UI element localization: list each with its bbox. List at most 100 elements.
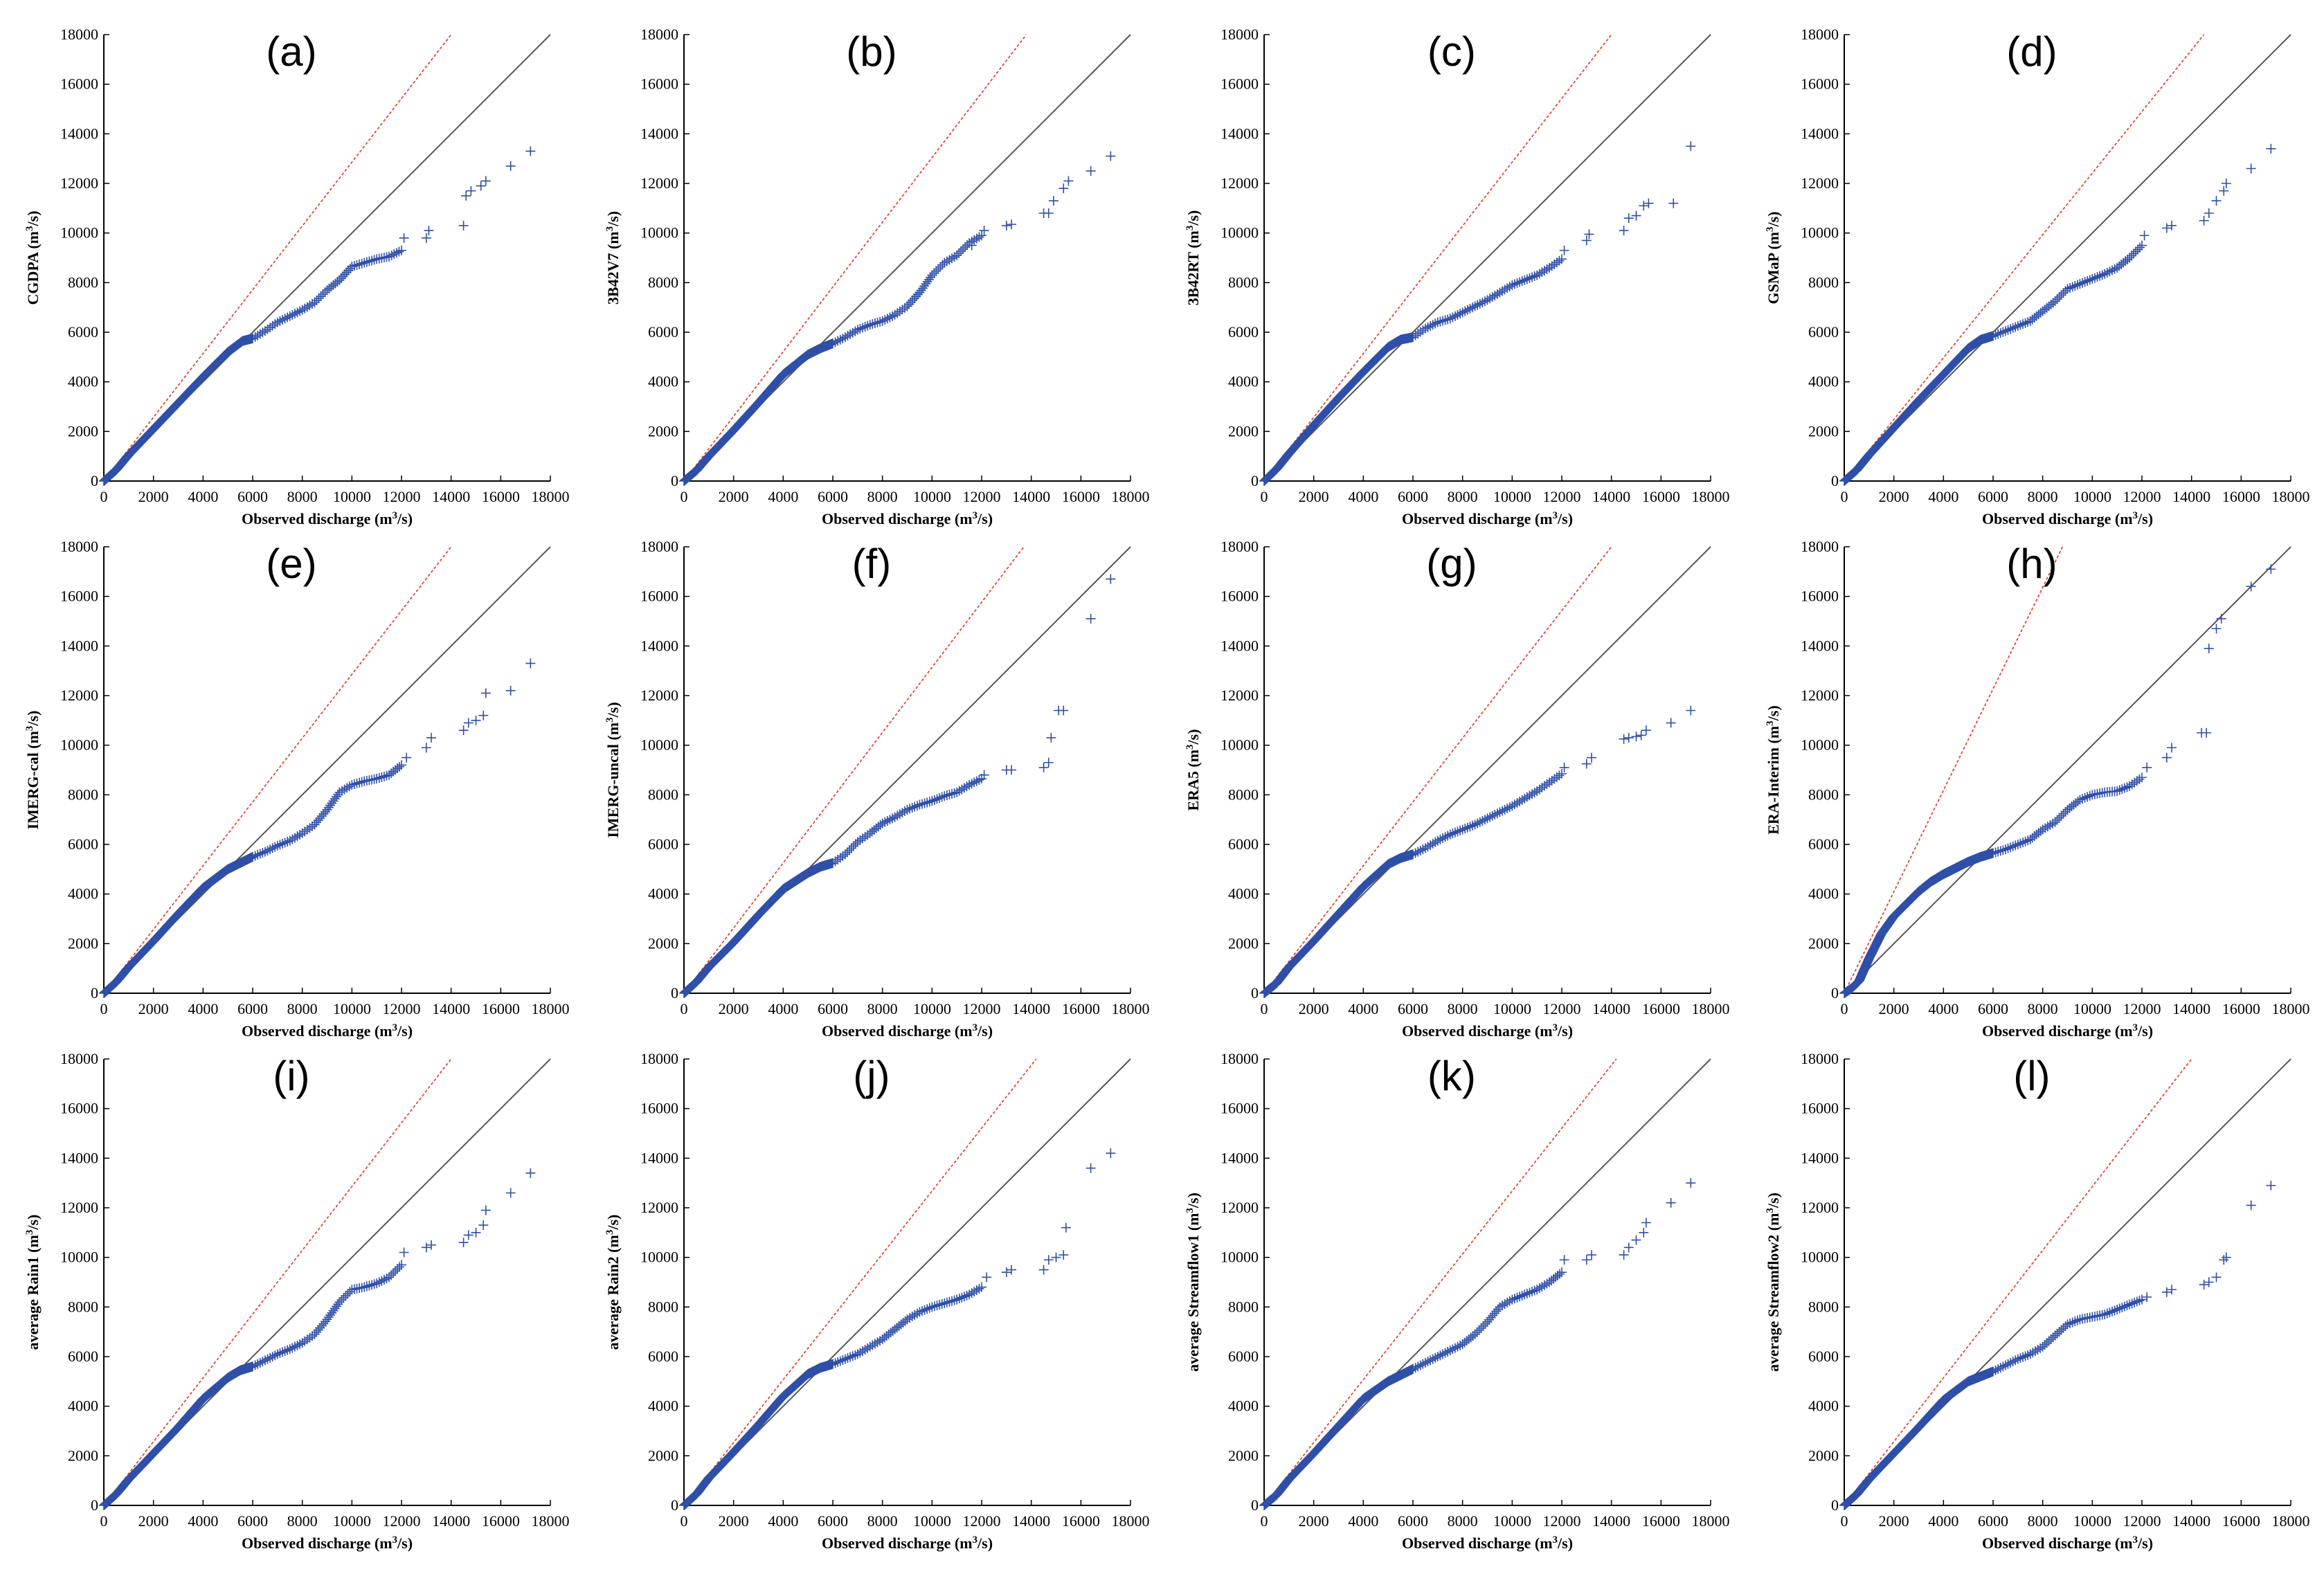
- data-point: [870, 318, 880, 329]
- data-point: [947, 253, 957, 264]
- x-tick-label: 6000: [1978, 1512, 2008, 1530]
- data-point: [960, 242, 971, 252]
- y-tick-label: 4000: [648, 373, 678, 390]
- x-tick-label: 2000: [1879, 1512, 1909, 1530]
- data-point: [944, 255, 955, 265]
- data-point: [966, 240, 977, 251]
- data-point: [394, 246, 404, 257]
- data-point: [885, 312, 895, 323]
- data-point: [262, 324, 273, 334]
- data-point: [872, 318, 883, 328]
- y-tick-label: 0: [1831, 1496, 1839, 1514]
- x-tick-label: 8000: [2028, 1512, 2058, 1530]
- y-tick-label: 4000: [68, 373, 98, 390]
- data-point: [890, 309, 900, 320]
- y-tick-label: 10000: [640, 224, 678, 242]
- identity-line: [1263, 34, 1711, 482]
- data-point: [292, 307, 303, 318]
- y-tick-label: 14000: [1220, 125, 1259, 142]
- panel-title: (l): [2013, 1053, 2050, 1099]
- x-tick-label: 18000: [1112, 488, 1150, 505]
- data-point: [2221, 1252, 2231, 1262]
- data-point: [833, 336, 843, 346]
- data-point: [860, 322, 870, 332]
- data-point: [364, 256, 375, 266]
- data-point: [1106, 151, 1116, 161]
- data-point: [1059, 183, 1069, 194]
- data-point: [897, 305, 908, 315]
- y-tick-label: 4000: [1808, 1397, 1839, 1415]
- data-point: [875, 316, 885, 327]
- data-point: [830, 337, 840, 347]
- x-tick-label: 6000: [1398, 488, 1428, 505]
- data-point: [935, 262, 946, 272]
- y-axis-label: CGDPA (m3/s): [24, 210, 42, 305]
- x-tick-label: 16000: [1642, 488, 1680, 505]
- data-point: [347, 262, 357, 272]
- data-point: [952, 250, 962, 260]
- x-tick-label: 4000: [768, 488, 798, 505]
- data-point: [2167, 1285, 2177, 1295]
- y-tick-label: 14000: [60, 125, 98, 142]
- x-tick-label: 8000: [287, 488, 318, 505]
- data-point: [525, 146, 536, 156]
- data-point: [300, 303, 310, 314]
- x-tick-label: 2000: [719, 488, 749, 505]
- x-tick-label: 0: [1261, 488, 1268, 505]
- data-point: [295, 306, 305, 316]
- data-point: [357, 258, 367, 269]
- data-point: [835, 334, 845, 345]
- data-point: [855, 323, 865, 334]
- y-tick-label: 12000: [1801, 1199, 1839, 1216]
- data-point: [250, 332, 260, 342]
- reference-line-red: [1263, 34, 1612, 482]
- x-tick-label: 16000: [482, 488, 520, 505]
- x-tick-label: 10000: [1493, 488, 1531, 505]
- data-point: [880, 315, 890, 325]
- data-point: [421, 233, 431, 243]
- data-point: [838, 333, 848, 343]
- y-tick-label: 0: [91, 472, 98, 489]
- data-point: [275, 316, 285, 326]
- data-point: [888, 311, 897, 321]
- data-point: [969, 235, 980, 245]
- y-tick-label: 8000: [1228, 273, 1259, 291]
- data-point: [971, 233, 982, 244]
- data-point: [302, 302, 312, 312]
- data-point: [1086, 166, 1096, 176]
- data-point: [865, 320, 875, 330]
- data-point: [367, 255, 377, 266]
- x-tick-label: 8000: [867, 488, 898, 505]
- data-point: [359, 257, 370, 268]
- x-tick-label: 12000: [383, 488, 421, 505]
- y-tick-label: 16000: [1801, 1100, 1839, 1117]
- y-tick-label: 10000: [60, 224, 98, 242]
- data-point: [974, 232, 984, 242]
- data-point: [1001, 220, 1011, 230]
- y-tick-label: 8000: [648, 273, 678, 291]
- data-point: [272, 317, 282, 327]
- x-tick-label: 18000: [1692, 488, 1730, 505]
- x-tick-label: 10000: [2073, 1512, 2111, 1530]
- x-tick-label: 14000: [432, 488, 470, 505]
- data-point: [894, 306, 905, 316]
- y-tick-label: 18000: [60, 26, 98, 43]
- data-point: [939, 257, 950, 268]
- data-point: [354, 259, 365, 269]
- y-tick-label: 18000: [640, 26, 678, 43]
- data-point: [2246, 1200, 2256, 1211]
- data-point: [309, 298, 320, 307]
- data-point: [2199, 1280, 2209, 1290]
- x-tick-label: 12000: [1543, 488, 1581, 505]
- x-tick-label: 12000: [2123, 1512, 2161, 1530]
- y-tick-label: 6000: [1808, 1348, 1839, 1365]
- x-tick-label: 10000: [913, 488, 951, 505]
- data-point: [931, 266, 942, 276]
- y-tick-label: 16000: [1220, 75, 1259, 93]
- y-tick-label: 12000: [1220, 174, 1259, 192]
- data-point: [942, 256, 952, 266]
